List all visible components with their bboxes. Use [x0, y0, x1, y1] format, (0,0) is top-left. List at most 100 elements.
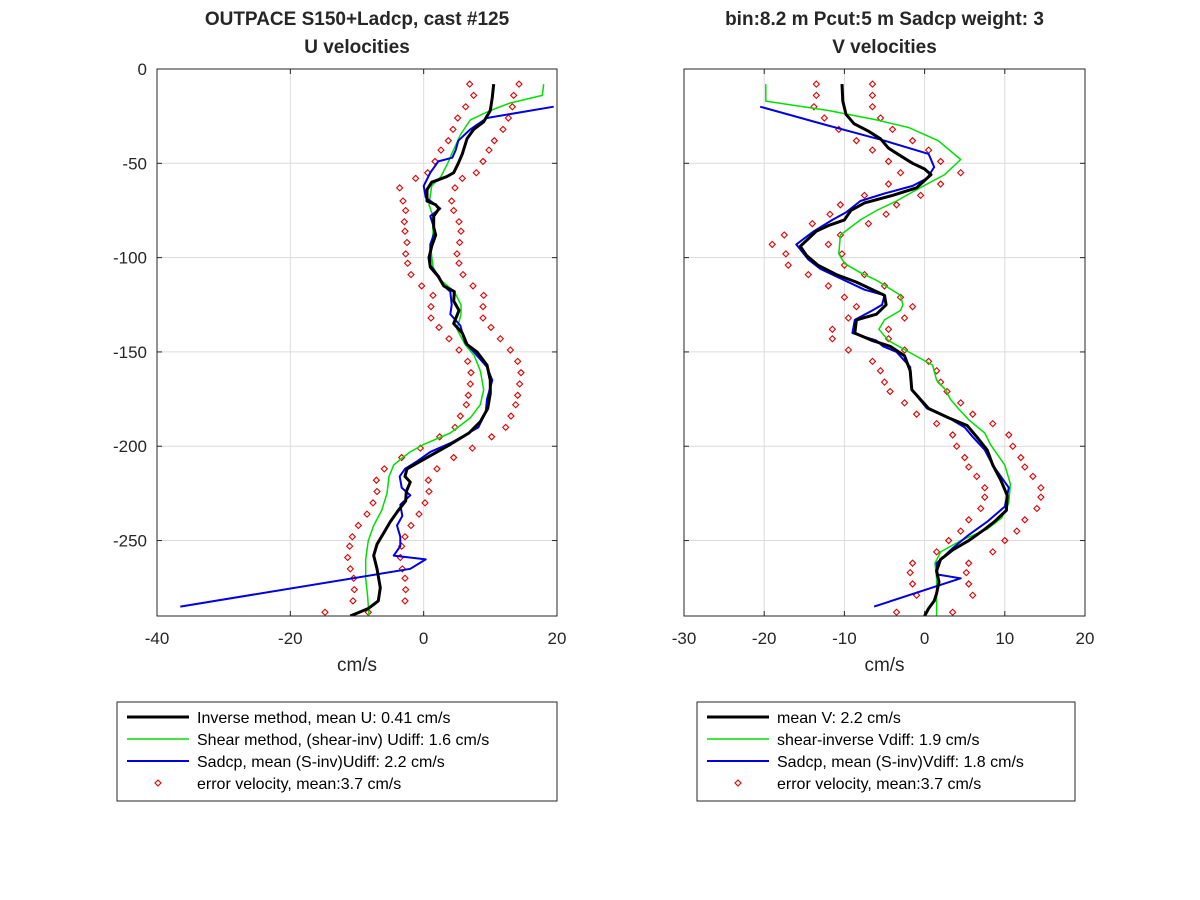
- error-velocity-marker: [908, 136, 917, 145]
- error-velocity-marker: [455, 218, 463, 226]
- error-velocity-marker: [453, 114, 462, 122]
- error-velocity-marker: [782, 250, 790, 258]
- v-velocity-panel: -30 -20 -10 0 10 20 bin:8.2 m Pcut:5 m Sadcp w…: [672, 9, 1095, 676]
- x-tick-label: 10: [995, 629, 1014, 648]
- error-velocity-marker: [884, 180, 893, 188]
- y-tick-label: -200: [113, 437, 147, 456]
- error-velocity-marker: [964, 516, 973, 524]
- error-velocity-marker: [401, 597, 409, 605]
- error-velocity-marker: [458, 174, 467, 183]
- error-velocity-marker: [882, 210, 890, 219]
- error-velocity-marker: [1017, 453, 1025, 462]
- error-velocity-marker: [932, 367, 941, 375]
- error-velocity-marker: [900, 314, 909, 322]
- error-velocity-marker: [868, 91, 877, 100]
- error-velocity-marker: [401, 227, 409, 235]
- error-velocity-marker: [455, 346, 463, 354]
- error-velocity-marker: [515, 80, 523, 88]
- error-velocity-marker: [354, 521, 363, 530]
- error-velocity-marker: [373, 487, 381, 496]
- error-velocity-marker: [828, 334, 837, 343]
- error-velocity-marker: [840, 293, 849, 302]
- error-velocity-marker: [968, 591, 977, 600]
- error-velocity-marker: [1033, 504, 1041, 513]
- error-velocity-marker: [956, 168, 965, 177]
- error-velocity-marker: [449, 206, 458, 215]
- x-tick-label: -20: [752, 629, 777, 648]
- error-velocity-marker: [401, 250, 410, 258]
- error-velocity-marker: [912, 410, 921, 418]
- error-velocity-marker: [350, 585, 359, 594]
- error-velocity-marker: [372, 476, 381, 484]
- error-velocity-marker: [962, 568, 971, 577]
- error-velocity-marker: [1013, 527, 1021, 535]
- error-velocity-marker: [908, 302, 917, 311]
- error-velocity-marker: [424, 476, 433, 484]
- error-velocity-marker: [479, 302, 487, 311]
- error-velocity-marker: [952, 442, 961, 451]
- error-velocity-marker: [932, 419, 941, 428]
- error-velocity-marker: [407, 521, 415, 530]
- error-velocity-marker: [824, 282, 833, 290]
- error-velocity-marker: [906, 568, 914, 577]
- error-velocity-marker: [868, 102, 877, 111]
- error-velocity-marker: [466, 380, 475, 388]
- error-velocity-marker: [398, 565, 407, 573]
- error-velocity-marker: [515, 380, 524, 388]
- error-velocity-marker: [433, 465, 441, 473]
- x-tick-label: -40: [145, 629, 170, 648]
- plot-area: [157, 69, 557, 616]
- error-velocity-marker: [812, 91, 821, 100]
- error-velocity-marker: [345, 542, 354, 550]
- error-velocity-marker: [445, 334, 453, 343]
- error-velocity-marker: [886, 387, 894, 396]
- chart-title: bin:8.2 m Pcut:5 m Sadcp weight: 3: [725, 9, 1044, 30]
- legend-marker: [154, 779, 162, 787]
- error-velocity-marker: [479, 291, 488, 300]
- error-velocity-marker: [884, 325, 893, 334]
- y-tick-label: -100: [113, 249, 147, 268]
- error-velocity-marker: [844, 314, 853, 322]
- error-velocity-marker: [507, 412, 515, 420]
- error-velocity-marker: [427, 302, 435, 311]
- error-velocity-marker: [487, 433, 496, 441]
- error-velocity-marker: [828, 325, 837, 334]
- x-tick-label: -30: [672, 629, 697, 648]
- error-velocity-marker: [447, 197, 456, 205]
- error-velocity-marker: [462, 400, 471, 409]
- error-velocity-marker: [976, 504, 985, 513]
- error-velocity-marker: [455, 259, 463, 268]
- chart-subtitle: V velocities: [832, 37, 937, 58]
- error-velocity-marker: [1021, 516, 1029, 524]
- error-velocity-marker: [509, 91, 518, 100]
- error-velocity-marker: [924, 357, 933, 366]
- error-velocity-marker: [490, 136, 499, 145]
- u-velocity-legend: Inverse method, mean U: 0.41 cm/s Shear m…: [116, 701, 558, 802]
- x-tick-label: 20: [548, 629, 567, 648]
- error-velocity-marker: [932, 548, 941, 556]
- x-axis-label: cm/s: [864, 655, 904, 676]
- error-velocity-marker: [403, 259, 412, 268]
- error-velocity-marker: [836, 201, 845, 209]
- legend-entry: Inverse method, mean U: 0.41 cm/s: [197, 710, 450, 727]
- error-velocity-marker: [401, 585, 410, 594]
- x-tick-label: -20: [278, 629, 303, 648]
- error-velocity-marker: [469, 91, 478, 100]
- error-velocity-marker: [513, 357, 522, 366]
- error-velocity-marker: [768, 240, 776, 249]
- x-tick-label: 20: [1076, 629, 1095, 648]
- error-velocity-marker: [363, 510, 371, 518]
- error-velocity-marker: [407, 270, 415, 279]
- error-velocity-marker: [868, 357, 877, 366]
- error-velocity-marker: [465, 80, 474, 88]
- error-velocity-marker: [943, 387, 951, 396]
- error-velocity-marker: [964, 559, 973, 567]
- error-velocity-marker: [988, 419, 997, 428]
- error-velocity-marker: [417, 282, 426, 290]
- legend-entry: error velocity, mean:3.7 cm/s: [777, 776, 981, 793]
- error-velocity-marker: [435, 433, 444, 441]
- error-velocity-marker: [506, 346, 515, 354]
- error-velocity-marker: [820, 114, 829, 122]
- error-velocity-marker: [844, 346, 853, 354]
- inverse-method-line: [798, 84, 1009, 616]
